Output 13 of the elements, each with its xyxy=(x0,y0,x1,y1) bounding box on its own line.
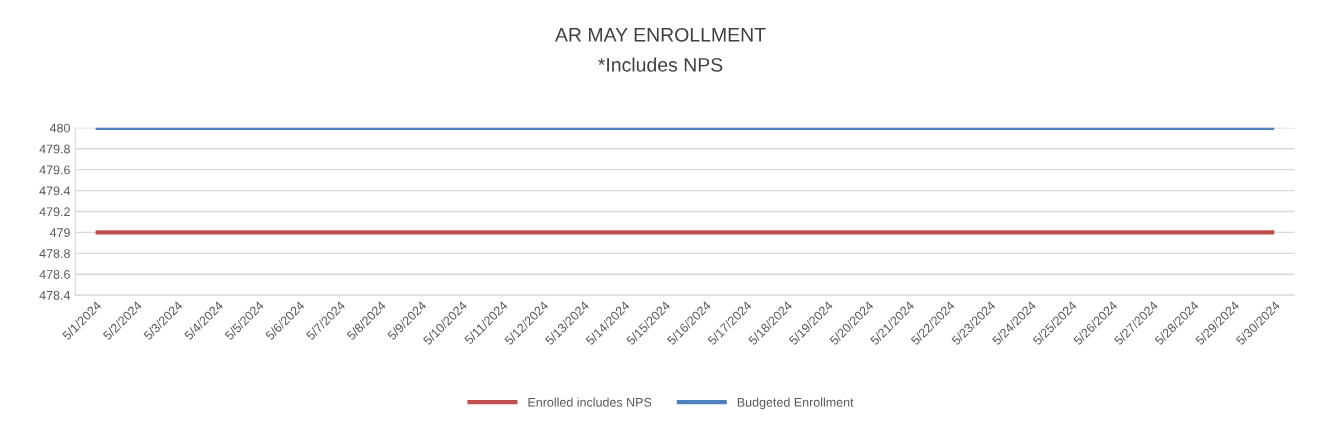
y-tick-label: 478.6 xyxy=(39,270,70,279)
y-tick-label: 479.2 xyxy=(39,207,70,217)
y-tick-label: 479.4 xyxy=(39,186,71,196)
y-tick-label: 480 xyxy=(49,123,70,133)
y-tick-label: 479.8 xyxy=(39,144,70,154)
chart-title: AR MAY ENROLLMENT xyxy=(555,27,766,42)
y-tick-label: 478.4 xyxy=(39,290,71,300)
chart-subtitle: *Includes NPS xyxy=(598,57,723,72)
y-tick-label: 479 xyxy=(49,228,70,238)
y-tick-label: 478.8 xyxy=(39,249,70,258)
legend-label: Budgeted Enrollment xyxy=(737,397,854,410)
y-tick-label: 479.6 xyxy=(39,165,70,175)
legend-label: Enrolled includes NPS xyxy=(528,397,652,407)
